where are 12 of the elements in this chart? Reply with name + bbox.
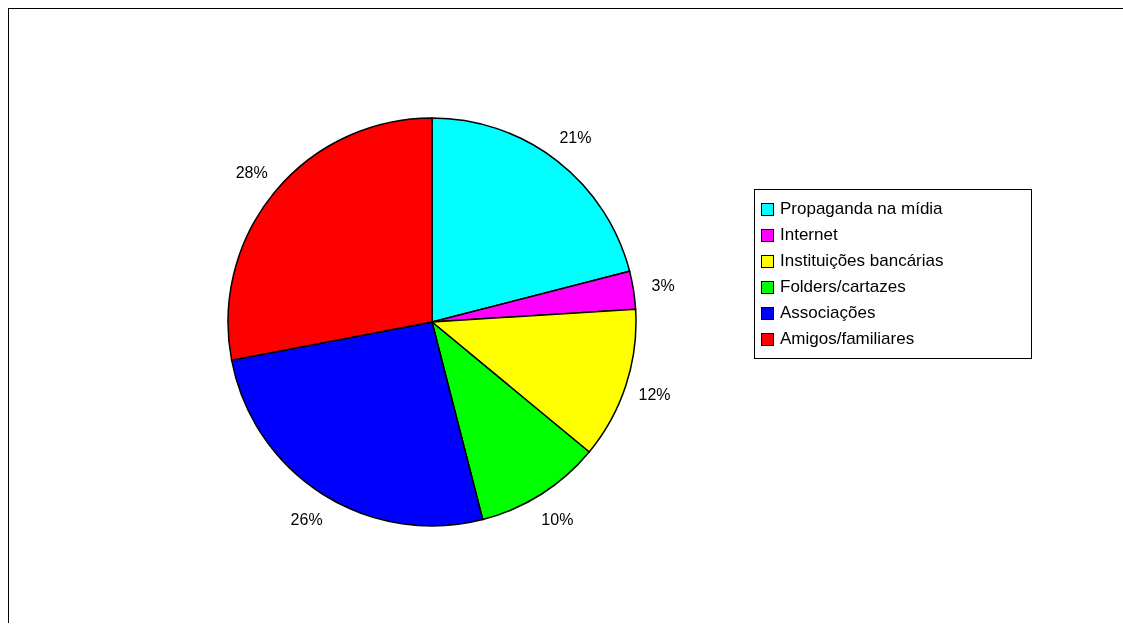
legend-label: Propaganda na mídia (780, 198, 943, 220)
data-label: 10% (541, 511, 574, 529)
legend-label: Amigos/familiares (780, 328, 915, 350)
data-label: 21% (559, 128, 592, 146)
legend-label: Folders/cartazes (780, 276, 906, 298)
data-label: 28% (235, 164, 268, 182)
legend-label: Internet (780, 224, 838, 246)
data-label: 26% (290, 511, 323, 529)
data-label: 3% (651, 276, 675, 294)
legend-label: Associações (780, 302, 876, 324)
legend-label: Instituições bancárias (780, 250, 944, 272)
data-label: 12% (638, 385, 671, 403)
